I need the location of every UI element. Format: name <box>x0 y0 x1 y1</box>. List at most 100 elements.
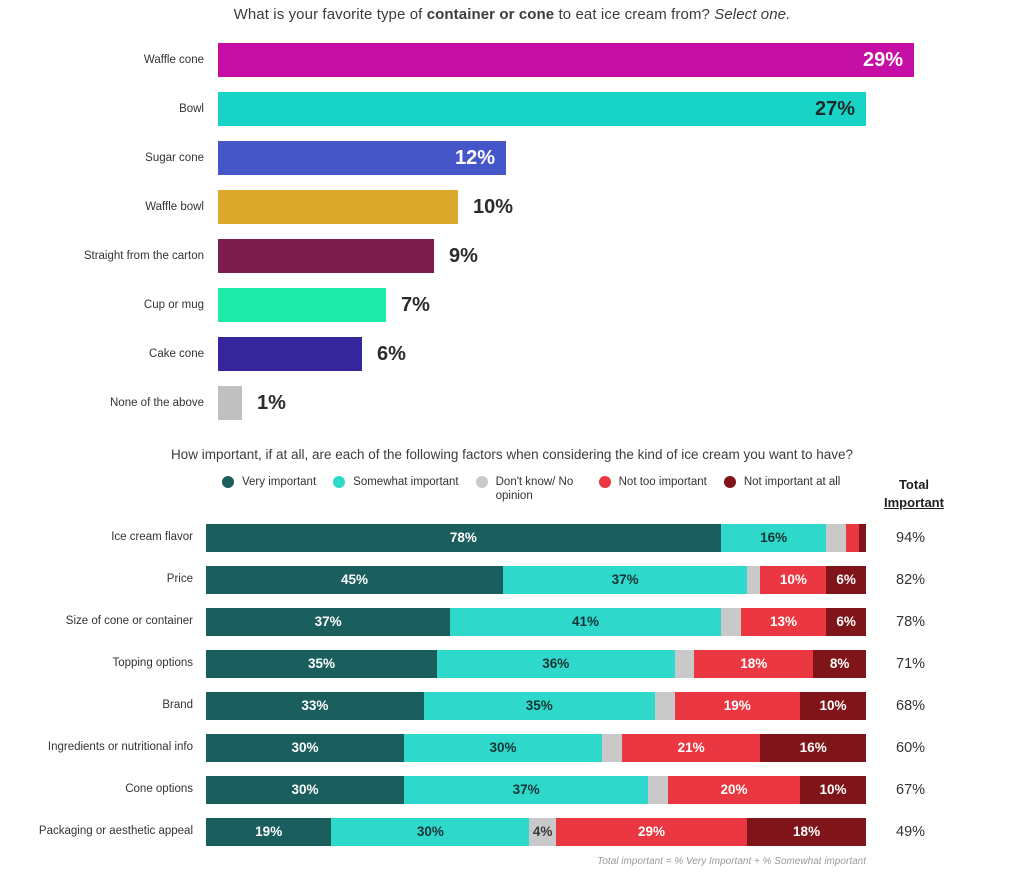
bar-row-none-of-the-above: None of the above 1% <box>0 378 1024 427</box>
bar-track: 1% <box>218 385 1024 420</box>
value-label: 12% <box>454 146 495 169</box>
segment-don-t-know-no-opinion: 4% <box>529 818 556 846</box>
segment-not-important-at-all <box>859 524 866 552</box>
row-label: Packaging or aesthetic appeal <box>38 825 193 838</box>
total-important-value: 67% <box>896 782 926 798</box>
segment-not-too-important: 20% <box>667 776 800 804</box>
legend-label: Don't know/ No opinion <box>495 476 574 503</box>
row-label: Cone options <box>125 783 193 796</box>
segment-very-important: 78% <box>206 524 721 552</box>
segment-value-label: 36% <box>542 656 570 672</box>
segment-value-label: 8% <box>829 656 850 672</box>
bar-row-sugar-cone: Sugar cone 12% <box>0 133 1024 182</box>
bar-row-cake-cone: Cake cone 6% <box>0 329 1024 378</box>
segment-value-label: 13% <box>769 614 797 630</box>
segment-not-important-at-all: 10% <box>799 776 866 804</box>
chart-importance-factors: How important, if at all, are each of th… <box>0 447 1024 867</box>
chart1-title: What is your favorite type of container … <box>0 0 1024 23</box>
bar-waffle-bowl <box>218 189 458 224</box>
total-header-line1: Total <box>898 477 930 492</box>
segment-not-too-important: 19% <box>674 692 800 720</box>
segment-somewhat-important: 35% <box>423 692 655 720</box>
segment-not-important-at-all: 16% <box>760 734 866 762</box>
bar-row-waffle-bowl: Waffle bowl 10% <box>0 182 1024 231</box>
segment-not-important-at-all: 8% <box>813 650 866 678</box>
segment-not-too-important: 13% <box>740 608 827 636</box>
value-label: 27% <box>814 97 855 120</box>
segment-value-label: 20% <box>720 782 748 798</box>
legend-dot-icon <box>475 475 488 488</box>
segment-value-label: 10% <box>819 782 847 798</box>
chart1-bars: Waffle cone 29% Bowl 27% Sugar cone 12% Waffle… <box>0 35 1024 427</box>
legend-label: Somewhat important <box>353 476 459 488</box>
legend-dot-icon <box>333 475 346 488</box>
segment-don-t-know-no-opinion <box>654 692 675 720</box>
segment-not-too-important: 29% <box>555 818 748 846</box>
stacked-row-brand: Brand 33% 35% 19% 10% 68% <box>0 685 1024 727</box>
legend-label: Not important at all <box>743 476 841 488</box>
total-important-header: Total Important <box>866 476 962 511</box>
category-label: Waffle cone <box>143 53 204 66</box>
segment-not-important-at-all: 6% <box>826 608 866 636</box>
stacked-row-ice-cream-flavor: Ice cream flavor 78% 16% 94% <box>0 517 1024 559</box>
stacked-track: 33% 35% 19% 10% <box>206 692 866 720</box>
segment-value-label: 6% <box>836 614 856 630</box>
segment-somewhat-important: 36% <box>437 650 675 678</box>
segment-value-label: 33% <box>301 698 329 714</box>
segment-not-too-important <box>846 524 860 552</box>
stacked-track: 35% 36% 18% 8% <box>206 650 866 678</box>
bar-row-bowl: Bowl 27% <box>0 84 1024 133</box>
row-label: Size of cone or container <box>65 615 193 628</box>
stacked-track: 19% 30% 4% 29% 18% <box>206 818 866 846</box>
segment-don-t-know-no-opinion <box>747 566 761 594</box>
bar-track: 10% <box>218 189 1024 224</box>
chart2-rows: Ice cream flavor 78% 16% 94% Price 45% 37% 10% 6… <box>0 517 1024 853</box>
bar-track: 27% <box>218 91 1024 126</box>
segment-very-important: 30% <box>206 734 404 762</box>
category-label: Bowl <box>179 102 204 115</box>
segment-somewhat-important: 41% <box>450 608 721 636</box>
bar-track: 7% <box>218 287 1024 322</box>
chart1-title-italic: Select one. <box>714 6 791 23</box>
chart1-title-bold: container or cone <box>426 6 555 23</box>
bar-bowl: 27% <box>218 91 866 126</box>
segment-value-label: 37% <box>611 572 639 588</box>
segment-very-important: 37% <box>206 608 451 636</box>
bar-cup-or-mug <box>218 287 386 322</box>
total-important-value: 78% <box>896 614 926 630</box>
bar-straight-from-the-carton <box>218 238 434 273</box>
segment-don-t-know-no-opinion <box>602 734 622 762</box>
stacked-row-price: Price 45% 37% 10% 6% 82% <box>0 559 1024 601</box>
segment-value-label: 10% <box>779 572 807 588</box>
row-label: Brand <box>162 699 193 712</box>
legend-item-very-important: Very important <box>222 475 316 489</box>
segment-very-important: 35% <box>206 650 437 678</box>
chart2-title: How important, if at all, are each of th… <box>170 447 854 462</box>
segment-not-important-at-all: 10% <box>799 692 866 720</box>
segment-don-t-know-no-opinion <box>826 524 847 552</box>
stacked-row-cone-options: Cone options 30% 37% 20% 10% 67% <box>0 769 1024 811</box>
segment-very-important: 33% <box>206 692 424 720</box>
value-label: 6% <box>377 342 406 365</box>
stacked-row-ingredients-or-nutritional-info: Ingredients or nutritional info 30% 30% 21%… <box>0 727 1024 769</box>
row-label: Price <box>166 573 193 586</box>
value-label: 1% <box>257 391 286 414</box>
legend-dot-icon <box>723 475 736 488</box>
segment-don-t-know-no-opinion <box>674 650 695 678</box>
legend-item-don-t-know-no-opinion: Don't know/ No opinion <box>475 475 582 504</box>
segment-somewhat-important: 30% <box>331 818 530 846</box>
bar-none-of-the-above <box>218 385 242 420</box>
value-label: 29% <box>862 48 903 71</box>
segment-not-important-at-all: 18% <box>747 818 866 846</box>
segment-value-label: 30% <box>291 740 319 756</box>
segment-value-label: 37% <box>512 782 540 798</box>
chart2-legend: Very important Somewhat important Don't kn… <box>222 475 1024 504</box>
legend-label: Very important <box>242 476 317 488</box>
segment-value-label: 35% <box>307 656 336 672</box>
segment-value-label: 4% <box>532 824 553 840</box>
bar-row-cup-or-mug: Cup or mug 7% <box>0 280 1024 329</box>
bar-track: 9% <box>218 238 1024 273</box>
segment-value-label: 6% <box>836 572 856 588</box>
segment-value-label: 30% <box>489 740 517 756</box>
